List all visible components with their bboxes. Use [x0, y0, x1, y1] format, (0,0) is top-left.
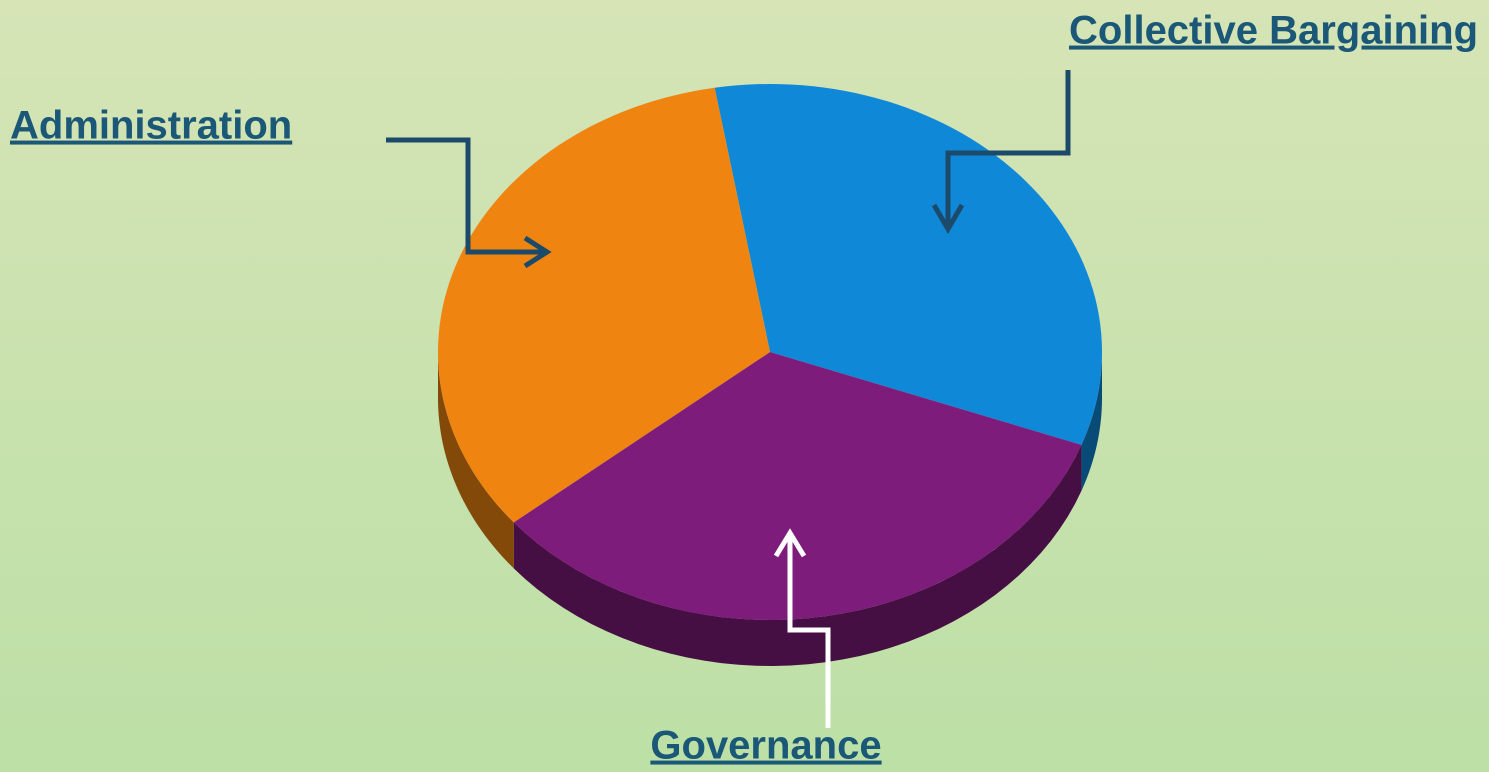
arrow: [386, 137, 545, 255]
arrow-head: [773, 528, 807, 558]
arrow: [787, 536, 831, 728]
slice-side: [438, 352, 514, 569]
slice: [438, 87, 770, 523]
slice-side: [513, 444, 1082, 666]
arrows: [386, 70, 1071, 728]
arrow-head: [523, 235, 552, 269]
slice-label: Collective Bargaining: [1069, 9, 1478, 53]
slice: [714, 84, 1102, 445]
slice: [513, 352, 1082, 620]
slice-label: Administration: [10, 104, 292, 148]
arrow-head: [931, 203, 965, 234]
arrow: [945, 70, 1071, 226]
pie: [438, 84, 1102, 666]
slice-side: [1081, 352, 1102, 491]
slice-label: Governance: [650, 724, 881, 768]
